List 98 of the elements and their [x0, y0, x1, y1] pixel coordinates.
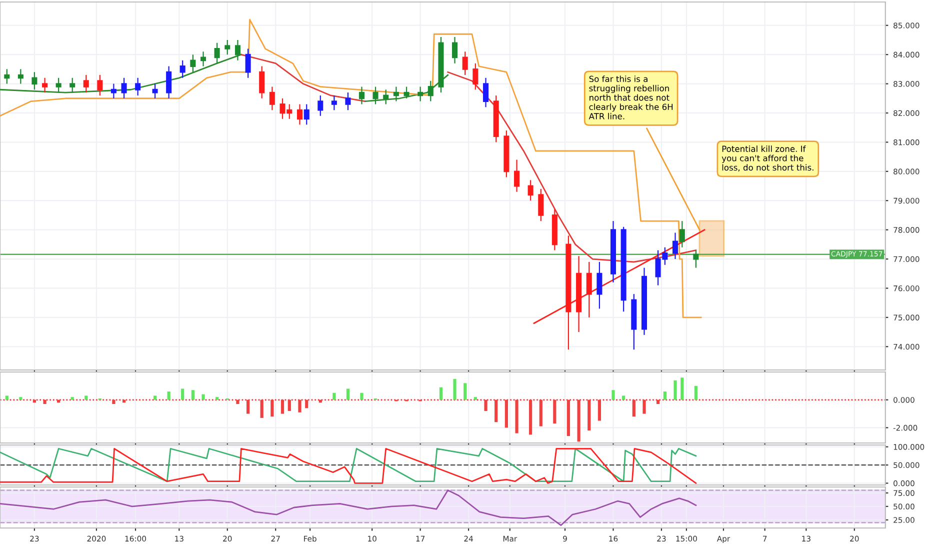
candlestick: [679, 220, 685, 248]
candlestick: [166, 66, 172, 99]
bar: [464, 383, 467, 400]
bar: [588, 400, 591, 430]
candlestick: [152, 83, 158, 99]
candlestick: [418, 86, 424, 102]
bar: [202, 394, 205, 400]
candlestick: [190, 54, 196, 73]
candlestick: [135, 77, 141, 96]
bar: [298, 400, 302, 412]
candlestick: [345, 92, 351, 111]
bar: [215, 397, 219, 400]
line-series: [0, 18, 702, 318]
candlestick: [528, 180, 534, 202]
bar: [598, 400, 602, 421]
bar: [494, 400, 498, 422]
bar: [167, 391, 170, 400]
candlestick: [42, 77, 48, 94]
annotation: Potential kill zone. If you can't afford the loss, do not short this.: [722, 146, 814, 172]
bar: [674, 380, 677, 400]
bar: [5, 396, 8, 400]
candlestick: [514, 159, 520, 192]
bar: [70, 397, 74, 400]
candlestick: [56, 77, 62, 94]
candlestick: [180, 60, 186, 78]
annotation: So far this is a struggling rebellion north that does not clearly break the 6H ATR line.: [588, 76, 673, 120]
bar: [236, 400, 240, 404]
candlestick: [331, 94, 337, 111]
candlestick: [296, 104, 302, 126]
candlestick: [404, 86, 410, 99]
bar: [191, 390, 194, 400]
candlestick: [110, 83, 116, 99]
bar: [453, 378, 456, 400]
candlestick: [318, 94, 324, 116]
bar: [663, 391, 666, 400]
bar: [270, 400, 274, 417]
bar: [181, 388, 184, 400]
candlestick: [18, 68, 24, 84]
bar: [539, 400, 542, 426]
bar: [577, 400, 580, 442]
bar: [553, 400, 556, 424]
candlestick: [358, 86, 364, 105]
bar: [656, 400, 660, 404]
bar: [642, 400, 646, 414]
candlestick: [70, 77, 76, 94]
bar: [246, 400, 250, 414]
candlestick: [596, 261, 602, 310]
bar: [305, 400, 308, 408]
candlestick: [32, 72, 38, 90]
candlestick: [234, 39, 240, 61]
candlestick: [259, 66, 265, 99]
bar: [694, 386, 698, 400]
bar: [622, 396, 626, 400]
bar: [474, 397, 477, 400]
bar: [288, 400, 291, 411]
candlestick: [372, 86, 378, 105]
bar: [360, 392, 364, 400]
candlestick: [428, 80, 434, 102]
bar: [84, 396, 88, 400]
candlestick: [693, 250, 699, 268]
candlestick: [83, 74, 89, 94]
candlestick: [672, 232, 678, 260]
candlestick: [383, 89, 389, 105]
bar: [680, 378, 684, 400]
candlestick: [472, 62, 478, 90]
candlestick: [214, 42, 220, 64]
bar: [504, 400, 508, 428]
candlestick: [200, 51, 206, 67]
candlestick: [452, 36, 458, 64]
line-series: [364, 74, 449, 102]
candlestick: [4, 68, 10, 84]
candlestick: [483, 77, 489, 108]
bar: [346, 388, 350, 400]
bar: [632, 400, 636, 417]
bar: [515, 400, 518, 434]
bar: [529, 400, 532, 435]
bar: [280, 400, 284, 414]
candlestick: [304, 104, 310, 126]
candlestick: [462, 51, 468, 76]
candlestick: [269, 86, 275, 111]
bar: [332, 392, 336, 400]
candlestick: [393, 86, 399, 102]
bar: [153, 396, 157, 400]
candlestick: [586, 261, 592, 318]
bar: [566, 400, 570, 436]
bar: [112, 400, 116, 404]
candlestick: [224, 39, 230, 56]
candlestick: [121, 77, 127, 99]
bar: [260, 400, 264, 418]
candlestick: [97, 74, 103, 96]
bar: [612, 390, 615, 400]
candlestick: [538, 188, 544, 222]
candlestick: [245, 48, 251, 78]
bar: [19, 397, 22, 400]
line-series: [0, 490, 697, 526]
bar: [43, 400, 46, 404]
bar: [439, 387, 443, 400]
bar: [484, 400, 488, 411]
